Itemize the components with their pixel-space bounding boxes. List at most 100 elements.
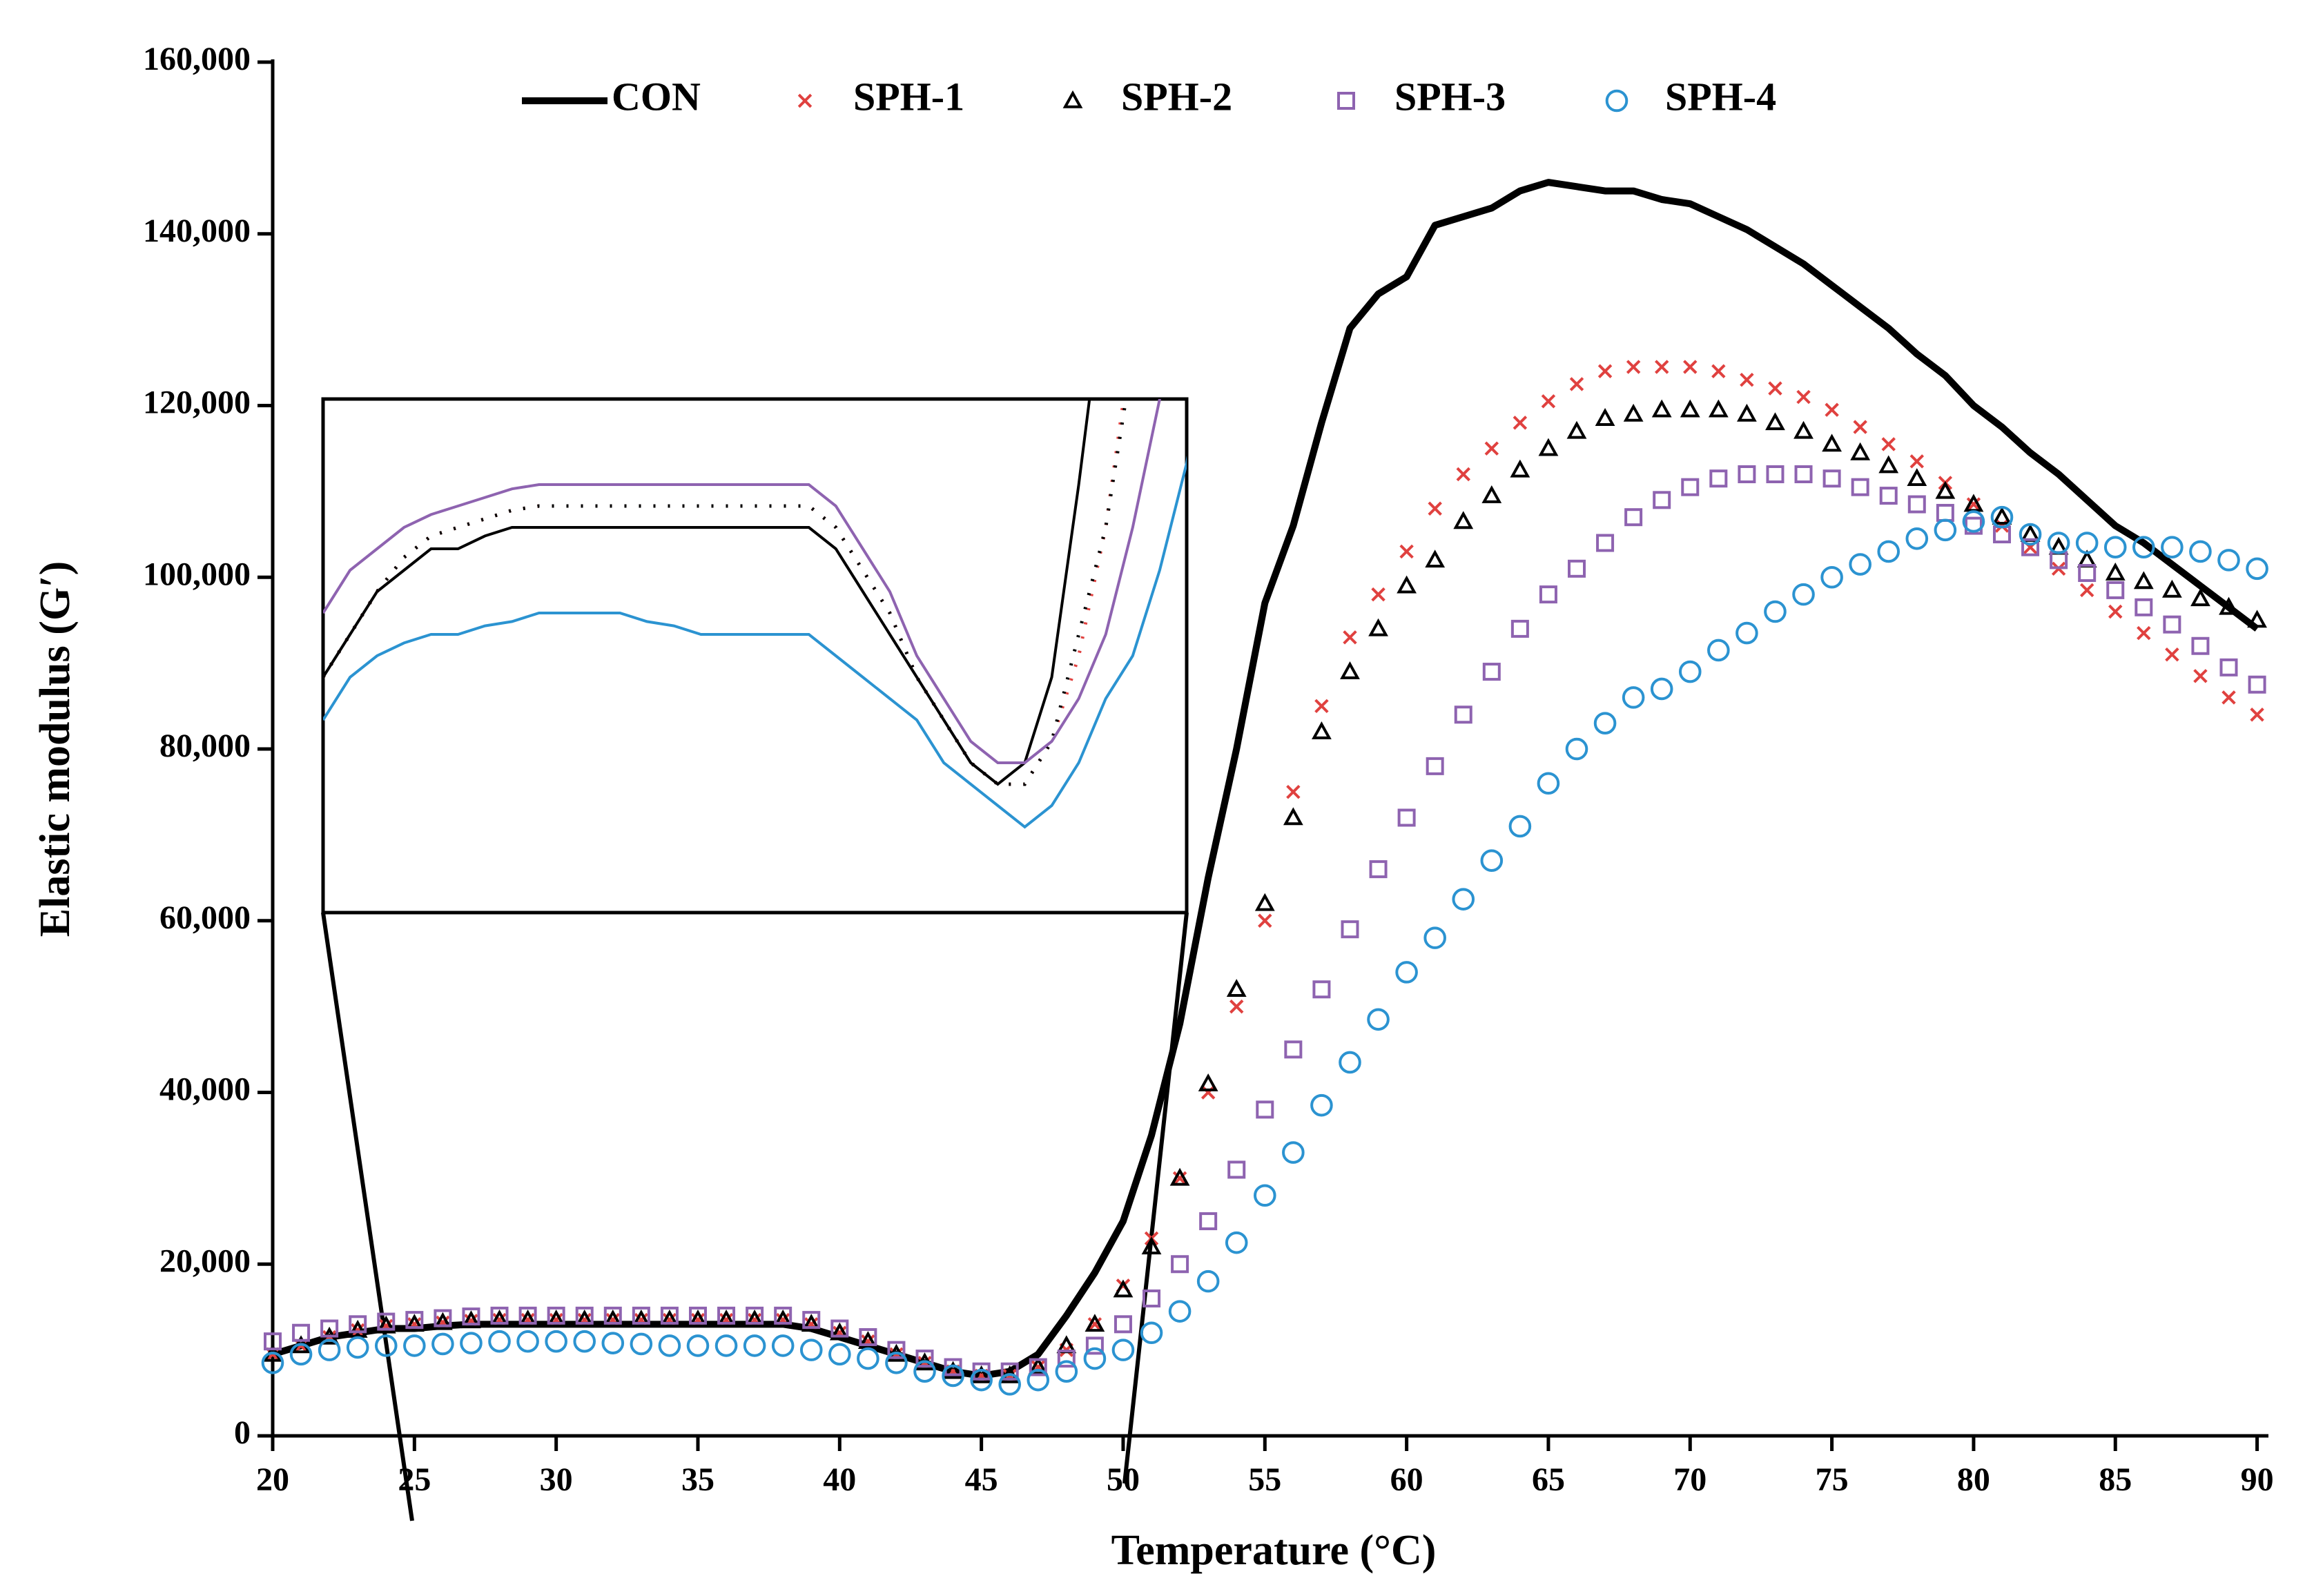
marker [2105,562,2126,581]
marker [434,1309,452,1327]
marker [2161,579,2182,598]
axes: 0 20,000 40,000 60,000 80,000 100,000 120,000 1… [143,41,2274,1498]
marker-shape [1423,926,1446,949]
y-tick-label: 100,000 [143,556,251,592]
marker-shape [1622,686,1645,709]
marker-shape [1680,399,1700,418]
marker-shape [1057,1350,1076,1368]
marker-shape [1284,1040,1303,1059]
marker-shape [1539,585,1557,604]
marker-shape [630,1332,653,1356]
marker [547,1306,565,1325]
y-axis-title: Elastic modulus (G′) [32,561,79,937]
marker [1626,360,1641,374]
inset-line [323,399,1091,786]
marker [2191,636,2210,655]
marker-shape [942,1364,964,1388]
marker [264,1332,282,1351]
marker-shape [1397,575,1417,594]
marker [1850,442,1871,460]
marker-shape [1481,485,1502,503]
marker [915,1350,934,1368]
marker [1768,381,1782,396]
marker-shape [1905,527,1929,550]
marker [1708,399,1729,418]
marker [1284,1040,1303,1059]
marker-shape [828,1343,851,1366]
marker [1225,1231,1248,1254]
marker [2246,557,2268,581]
marker [1340,661,1360,679]
marker [2106,581,2125,599]
marker [346,1336,369,1359]
marker-shape [2217,549,2240,572]
marker [1057,1350,1076,1368]
marker-stroke [2137,625,2151,641]
marker [1822,469,1841,488]
marker [1397,808,1416,827]
marker-shape [2190,588,2210,607]
x-tick-label: 45 [965,1461,998,1498]
marker-shape [830,1319,849,1338]
marker [460,1332,483,1354]
marker [1425,549,1446,568]
marker-shape [1678,660,1702,683]
marker-shape [1595,408,1615,426]
marker-shape [431,1332,454,1356]
inset-frame [321,397,1189,915]
marker-shape [292,1323,311,1342]
marker-shape [1736,621,1758,645]
marker-shape [688,1306,707,1325]
marker [404,1314,425,1332]
marker [1312,721,1332,739]
marker [2047,532,2070,554]
marker-shape [1283,807,1303,826]
marker-shape [404,1314,425,1332]
marker-shape [2135,598,2153,616]
marker [516,1330,539,1353]
marker-shape [434,1309,452,1327]
marker [1992,525,2011,544]
marker [1510,619,1529,638]
marker [1200,1085,1216,1100]
marker-shape [1566,420,1587,439]
marker [2189,540,2212,563]
marker-shape [403,1334,426,1357]
x-tick-label: 80 [1957,1461,1990,1498]
marker-stroke [1768,381,1782,396]
x-tick-label: 20 [256,1461,289,1498]
marker [432,1312,453,1330]
x-tick-label: 55 [1248,1461,1281,1498]
marker [431,1332,454,1356]
marker-shape [771,1334,795,1357]
marker-shape [1934,518,1957,542]
marker [1736,621,1758,645]
marker-shape [1000,1362,1019,1381]
inset-line [323,455,1187,829]
marker [1765,412,1785,431]
marker-shape [1879,487,1898,505]
marker-shape [1114,1315,1132,1334]
marker-shape [1651,399,1672,418]
marker [1256,1100,1274,1119]
marker [1935,480,1956,499]
marker-shape [1820,565,1843,589]
marker-shape [859,1327,877,1346]
marker [1820,565,1843,589]
marker-stroke [797,93,813,108]
marker [1310,1093,1333,1117]
marker-shape [1849,553,1871,576]
marker-shape [801,1314,821,1332]
zoom-line [1122,912,1189,1484]
marker [1597,364,1613,378]
marker [688,1306,707,1325]
marker-shape [318,1339,341,1361]
marker-stroke [1087,1317,1102,1332]
marker-stroke [1513,416,1528,430]
marker [1141,1236,1162,1255]
marker-stroke [1200,1085,1216,1100]
marker-shape [1822,434,1842,452]
marker [716,1309,737,1327]
marker-shape [1141,1236,1162,1255]
marker-shape [1764,600,1787,623]
